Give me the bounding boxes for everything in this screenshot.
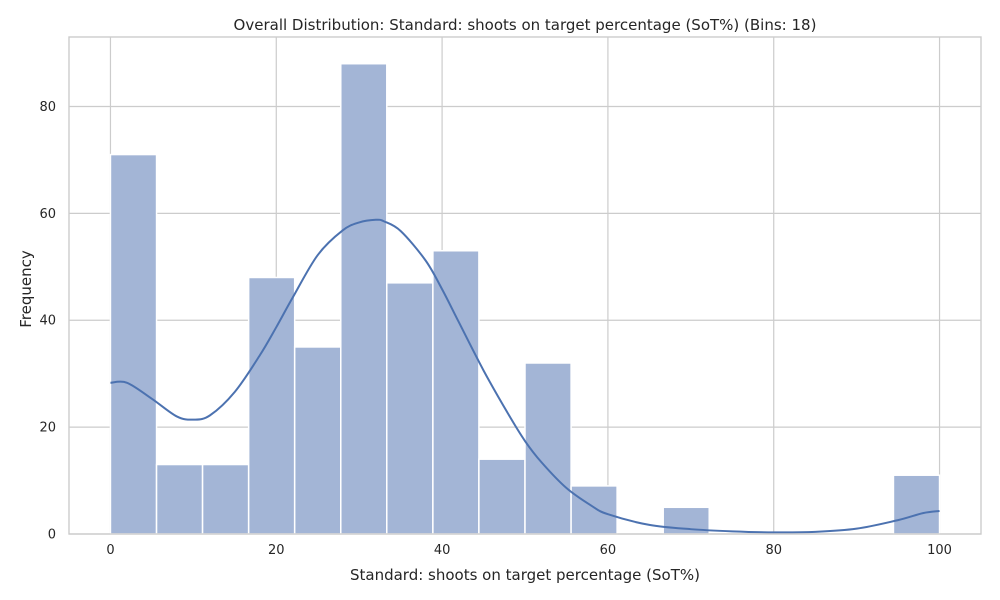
x-tick-label: 20 — [268, 543, 285, 558]
y-tick-label: 80 — [39, 100, 56, 115]
histogram-bar — [109, 153, 158, 535]
histogram-bar — [478, 458, 526, 535]
histogram-bar — [293, 346, 342, 535]
x-tick-label: 40 — [434, 543, 451, 558]
y-tick-label: 40 — [39, 314, 56, 329]
x-tick-label: 60 — [600, 543, 617, 558]
y-tick-label: 20 — [39, 421, 56, 436]
kde-curve-layer — [110, 218, 940, 534]
histogram-bar — [201, 463, 250, 535]
x-tick-label: 100 — [927, 543, 952, 558]
chart-title: Overall Distribution: Standard: shoots o… — [234, 16, 817, 34]
x-tick-label: 0 — [106, 543, 114, 558]
y-axis-ticks: 0 20 40 60 80 — [39, 100, 56, 543]
histogram-bar — [247, 276, 296, 535]
histogram-bar — [570, 485, 618, 535]
histogram-bar — [892, 474, 941, 535]
y-axis-label: Frequency — [17, 250, 35, 328]
histogram-bars — [109, 62, 941, 535]
histogram-bar — [340, 62, 388, 535]
histogram-bar — [386, 282, 434, 535]
kde-line — [110, 218, 940, 534]
histogram-bar — [432, 250, 480, 535]
plot-frame — [68, 36, 982, 535]
y-tick-label: 60 — [39, 207, 56, 222]
x-axis-label: Standard: shoots on target percentage (S… — [350, 566, 700, 584]
histogram-bar — [155, 463, 204, 535]
histogram-bar — [524, 362, 572, 535]
x-tick-label: 80 — [765, 543, 782, 558]
y-tick-label: 0 — [48, 528, 56, 543]
x-axis-ticks: 0 20 40 60 80 100 — [106, 543, 952, 558]
